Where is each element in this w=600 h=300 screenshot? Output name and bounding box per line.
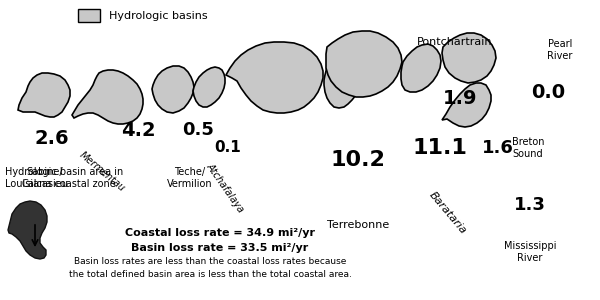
Text: 0.1: 0.1 [215,140,241,155]
Text: Pearl
River: Pearl River [547,39,572,61]
Text: 0.0: 0.0 [531,82,565,101]
Text: Pontchartrain: Pontchartrain [417,37,493,47]
Text: Mermentau: Mermentau [77,150,127,194]
Text: Basin loss rates are less than the coastal loss rates because: Basin loss rates are less than the coast… [74,257,346,266]
Polygon shape [401,44,441,92]
Text: 2.6: 2.6 [35,128,70,148]
Text: 0.5: 0.5 [182,121,214,139]
Polygon shape [193,67,225,107]
Text: Barataria: Barataria [427,190,469,236]
Text: 1.3: 1.3 [514,196,546,214]
Polygon shape [324,41,369,108]
Polygon shape [152,66,194,113]
Text: Mississippi
River: Mississippi River [504,241,556,263]
Text: Hydrologic basin area in
Louisiana coastal zone: Hydrologic basin area in Louisiana coast… [5,167,123,189]
Text: 1.9: 1.9 [443,88,477,107]
Text: Breton
Sound: Breton Sound [512,137,544,159]
Legend: Hydrologic basins: Hydrologic basins [77,9,207,22]
Text: 4.2: 4.2 [121,121,155,140]
Polygon shape [442,83,491,127]
Text: Teche/
Vermilion: Teche/ Vermilion [167,167,213,189]
Text: Atchafalaya: Atchafalaya [205,161,245,214]
Polygon shape [326,31,402,97]
Text: Basin loss rate = 33.5 mi²/yr: Basin loss rate = 33.5 mi²/yr [131,243,308,253]
Text: 10.2: 10.2 [331,150,385,170]
Polygon shape [18,73,70,117]
Text: 11.1: 11.1 [413,138,467,158]
Text: 1.6: 1.6 [482,139,514,157]
Text: Coastal loss rate = 34.9 mi²/yr: Coastal loss rate = 34.9 mi²/yr [125,228,315,238]
Polygon shape [442,33,496,83]
Text: Sabine/
Calcasieu: Sabine/ Calcasieu [22,167,68,189]
Polygon shape [226,42,323,113]
Polygon shape [8,201,47,259]
Text: the total defined basin area is less than the total coastal area.: the total defined basin area is less tha… [68,270,352,279]
Text: Terrebonne: Terrebonne [327,220,389,230]
Polygon shape [72,70,143,124]
